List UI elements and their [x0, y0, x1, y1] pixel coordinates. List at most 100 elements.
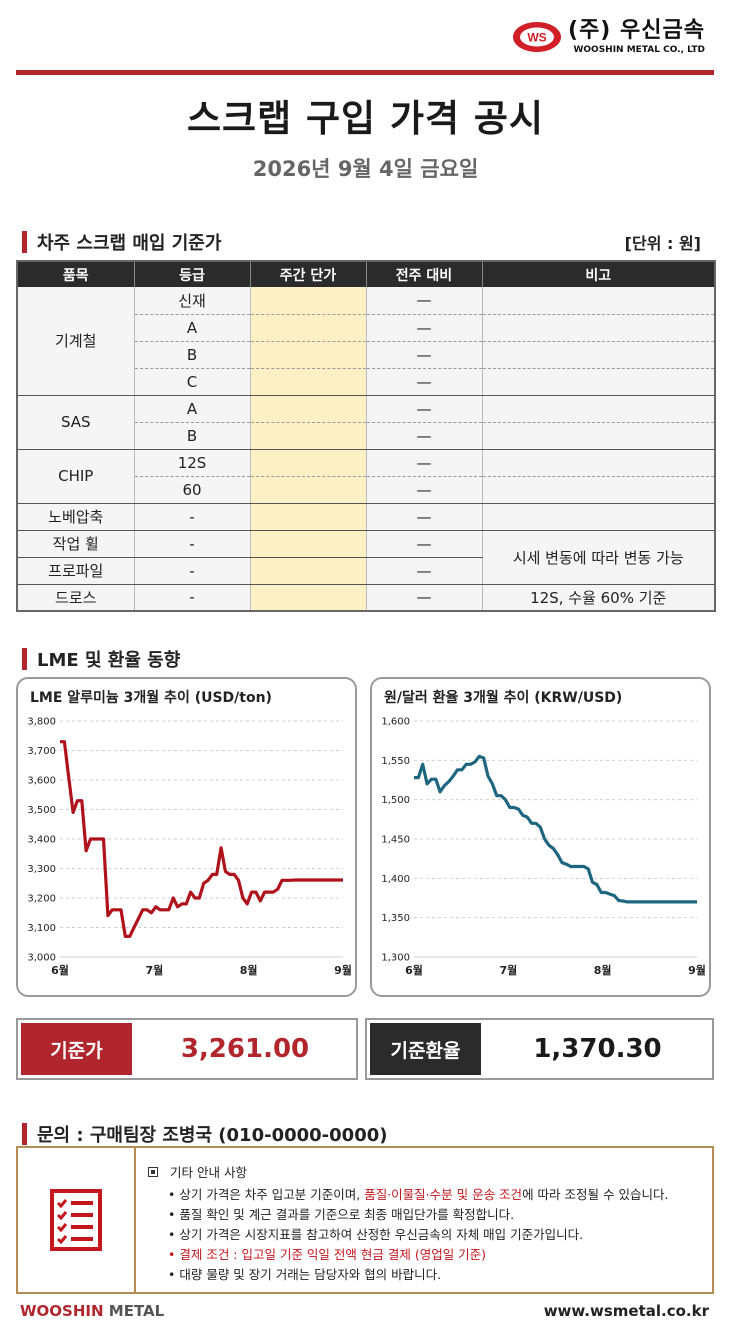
change-cell: —	[366, 530, 483, 558]
grade-cell: 60	[134, 476, 251, 504]
col-header-weekly-change: 전주 대비	[366, 261, 483, 287]
checklist-icon	[50, 1189, 102, 1251]
notes-icon-cell	[18, 1148, 136, 1292]
item-cell: CHIP	[17, 449, 135, 504]
x-tick-label: 9월	[334, 963, 352, 977]
weekly-price-cell[interactable]	[250, 503, 367, 531]
x-tick-label: 8월	[594, 963, 612, 977]
y-tick-label: 3,700	[27, 746, 56, 757]
grade-cell: B	[134, 422, 251, 450]
item-cell: 기계철	[17, 287, 135, 396]
table-row: A —	[17, 314, 716, 342]
remarks-cell	[482, 476, 716, 504]
change-cell: —	[366, 287, 483, 315]
x-tick-label: 6월	[405, 963, 423, 977]
change-cell: —	[366, 584, 483, 611]
item-cell: SAS	[17, 395, 135, 450]
remarks-cell	[482, 449, 716, 477]
company-logo[interactable]: WS (주) 우신금속 WOOSHIN METAL CO., LTD	[512, 18, 705, 56]
trend-section-title: LME 및 환율 동향	[37, 650, 181, 671]
grade-cell: -	[134, 530, 251, 558]
weekly-price-cell[interactable]	[250, 341, 367, 369]
col-header-grade: 등급	[134, 261, 251, 287]
notes-content: 기타 안내 사항 • 상기 가격은 차주 입고분 기준이며, 품질·이물질·수분…	[148, 1162, 708, 1285]
weekly-price-cell[interactable]	[250, 476, 367, 504]
y-tick-label: 1,300	[381, 953, 410, 964]
notes-title: 기타 안내 사항	[148, 1162, 708, 1181]
unit-label: [단위 : 원]	[624, 234, 701, 253]
section-marker	[22, 231, 27, 253]
company-name-ko: (주) 우신금속	[568, 18, 705, 43]
grade-cell: -	[134, 584, 251, 611]
grade-cell: -	[134, 557, 251, 585]
y-tick-label: 3,400	[27, 835, 56, 846]
x-tick-label: 7월	[499, 963, 517, 977]
weekly-price-cell[interactable]	[250, 368, 367, 396]
weekly-price-cell[interactable]	[250, 584, 367, 611]
y-tick-label: 1,450	[381, 835, 410, 846]
base-fx-label: 기준환율	[370, 1023, 481, 1075]
weekly-price-cell[interactable]	[250, 314, 367, 342]
grade-cell: 12S	[134, 449, 251, 477]
table-row: B —	[17, 422, 716, 450]
footer-url[interactable]: www.wsmetal.co.kr	[543, 1302, 709, 1320]
weekly-price-cell[interactable]	[250, 422, 367, 450]
table-row: C —	[17, 368, 716, 396]
note-line-4: • 결제 조건 : 입고일 기준 익일 전액 현금 결제 (영업일 기준)	[168, 1247, 487, 1262]
lme-chart-title: LME 알루미늄 3개월 추이 (USD/ton)	[30, 690, 272, 706]
contact-text[interactable]: 문의 : 구매팀장 조병국 (010-0000-0000)	[37, 1125, 388, 1146]
note-line-3: • 상기 가격은 시장지표를 참고하여 산정한 우신금속의 자체 매입 기준가입…	[168, 1227, 584, 1242]
y-tick-label: 1,350	[381, 913, 410, 924]
remarks-cell	[482, 314, 716, 342]
x-tick-label: 7월	[145, 963, 163, 977]
weekly-price-cell[interactable]	[250, 395, 367, 423]
table-row: 노베압축 - —	[17, 503, 716, 531]
page-date: 2026년 9월 4일 금요일	[252, 157, 479, 181]
col-header-weekly-price: 주간 단가	[250, 261, 367, 287]
table-row: 작업 휠 - — 시세 변동에 따라 변동 가능	[17, 530, 716, 585]
note-line-1-highlight: 품질·이물질·수분 및 운송 조건	[364, 1187, 523, 1202]
y-tick-label: 3,200	[27, 894, 56, 905]
table-row: 프로파일 - —	[17, 557, 715, 585]
table-row: 60 —	[17, 476, 716, 504]
y-tick-label: 3,100	[27, 923, 56, 934]
table-row: 기계철 신재 —	[17, 287, 716, 396]
y-tick-label: 3,000	[27, 953, 56, 964]
x-tick-label: 8월	[240, 963, 258, 977]
change-cell: —	[366, 557, 483, 585]
table-row: 드로스 - — 12S, 수율 60% 기준	[17, 584, 716, 611]
change-cell: —	[366, 368, 483, 396]
y-tick-label: 1,400	[381, 874, 410, 885]
footer-brand: WOOSHIN METAL	[20, 1302, 164, 1320]
weekly-price-cell[interactable]	[250, 557, 367, 585]
weekly-price-cell[interactable]	[250, 530, 367, 558]
weekly-price-cell[interactable]	[250, 449, 367, 477]
remarks-cell	[482, 341, 716, 369]
grade-cell: C	[134, 368, 251, 396]
price-table: 품목 등급 주간 단가 전주 대비 비고 기계철 신재 — A — B —	[16, 260, 716, 612]
y-tick-label: 3,800	[27, 717, 56, 728]
table-header-row: 품목 등급 주간 단가 전주 대비 비고	[17, 261, 716, 287]
note-line-1: • 상기 가격은 차주 입고분 기준이며, 품질·이물질·수분 및 운송 조건에…	[148, 1185, 708, 1205]
change-cell: —	[366, 314, 483, 342]
trend-section-heading: LME 및 환율 동향	[22, 646, 180, 672]
x-tick-label: 6월	[51, 963, 69, 977]
table-row: B —	[17, 341, 716, 369]
base-fx-box: 기준환율 1,370.30	[365, 1018, 714, 1080]
base-fx-value: 1,370.30	[533, 1034, 662, 1064]
header-divider	[16, 70, 714, 75]
ws-logo-icon: WS	[513, 22, 562, 52]
weekly-price-cell[interactable]	[250, 287, 367, 315]
remarks-cell	[482, 287, 716, 315]
change-cell: —	[366, 476, 483, 504]
page-title: 스크랩 구입 가격 공시	[186, 97, 544, 140]
change-cell: —	[366, 449, 483, 477]
price-section-title: 차주 스크랩 매입 기준가	[37, 233, 222, 254]
note-line-1-a: • 상기 가격은 차주 입고분 기준이며,	[168, 1187, 365, 1202]
section-marker	[22, 1123, 27, 1145]
y-tick-label: 1,550	[381, 756, 410, 767]
grade-cell: 신재	[134, 287, 251, 315]
change-cell: —	[366, 395, 483, 423]
y-tick-label: 3,600	[27, 776, 56, 787]
base-price-label: 기준가	[21, 1023, 132, 1075]
